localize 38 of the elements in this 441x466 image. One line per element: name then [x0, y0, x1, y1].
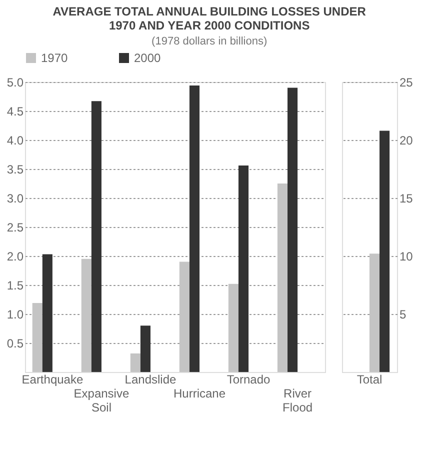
bar	[130, 353, 140, 372]
y-tick-label: 25	[400, 76, 414, 90]
y-tick-label: 15	[400, 192, 414, 206]
y-tick-label: 20	[400, 134, 414, 148]
y-tick-label: 1.0	[6, 308, 24, 322]
y-tick-label: 5.0	[6, 76, 24, 90]
y-tick-label: 2.0	[6, 250, 24, 264]
legend-label: 1970	[41, 51, 68, 65]
x-tick-label: Expansive Soil	[74, 386, 130, 414]
x-tick-label: Landslide	[124, 372, 177, 386]
y-tick-label: 1.5	[6, 278, 24, 292]
x-tick-label: Tornado	[226, 372, 271, 386]
bar	[288, 88, 298, 372]
y-tick-label: 3.0	[6, 192, 24, 206]
bar	[277, 184, 288, 372]
bar	[238, 166, 249, 372]
y-tick-label: 0.5	[6, 336, 24, 350]
y-tick-label: 2.5	[6, 220, 24, 234]
y-tick-label: 5	[400, 308, 406, 322]
bar	[189, 85, 200, 372]
y-tick-label: 10	[400, 250, 414, 264]
bar	[228, 284, 238, 372]
y-tick-label: 3.5	[6, 162, 24, 176]
chart-title: AVERAGE TOTAL ANNUAL BUILDING LOSSES UNDER 1970 AND YEAR 2000 CONDITIONS	[52, 4, 366, 32]
legend-label: 2000	[134, 51, 162, 65]
x-tick-label: River Flood	[282, 386, 313, 414]
x-tick-label: Earthquake	[22, 372, 84, 386]
bar	[81, 258, 92, 372]
y-tick-label: 4.0	[6, 134, 24, 148]
bar	[140, 326, 150, 372]
chart-subtitle: (1978 dollars in billions)	[152, 36, 268, 48]
bar	[32, 302, 42, 372]
bar	[91, 101, 102, 372]
bar	[179, 262, 190, 372]
y-tick-label: 4.5	[6, 104, 24, 118]
x-tick-label: Total	[356, 372, 382, 386]
x-tick-label: Hurricane	[173, 386, 226, 400]
bar	[42, 254, 52, 372]
